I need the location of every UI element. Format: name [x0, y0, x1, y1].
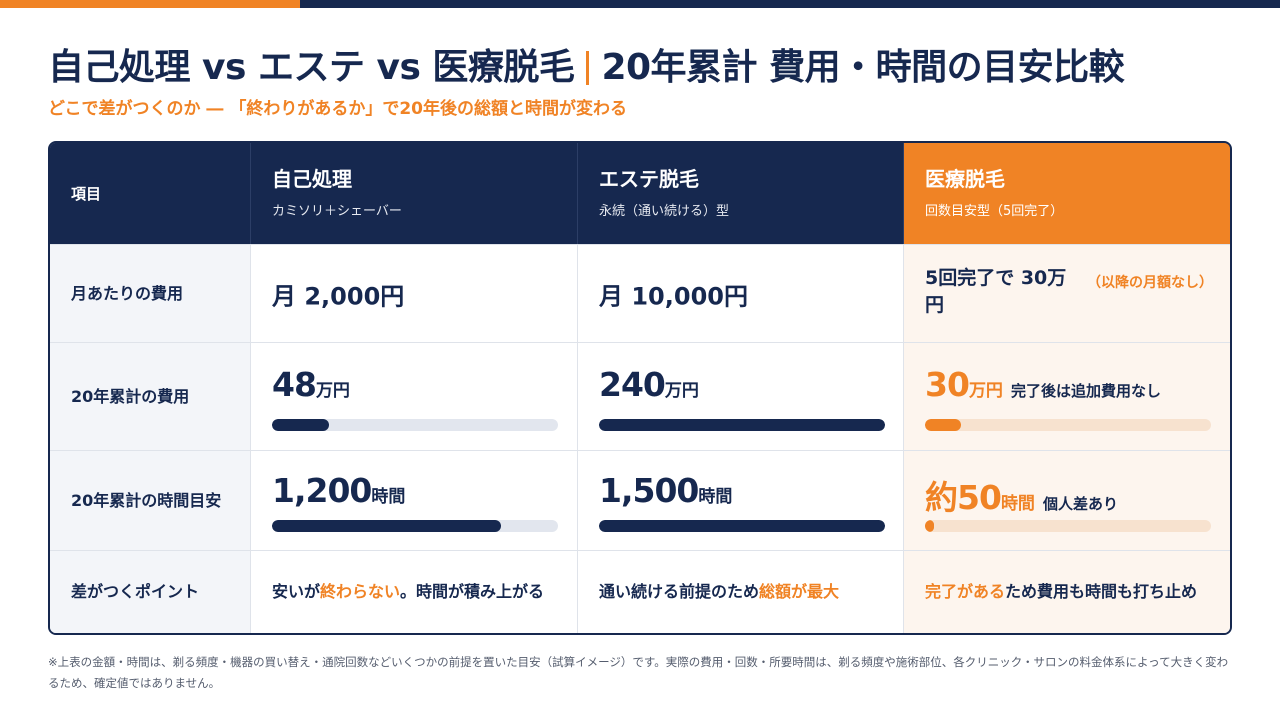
title-right: 20年累計 費用・時間の目安比較 [601, 47, 1125, 88]
cost20-medical-unit: 万円 [968, 381, 1003, 401]
point-self-cell: 安いが終わらない。時間が積み上がる [251, 551, 578, 633]
point-esthe-pre: 通い続ける前提のため [599, 582, 760, 601]
cost20-esthe-unit: 万円 [664, 381, 699, 401]
monthly-self-value: 月 2,000円 [272, 282, 405, 310]
time20-medical-cell: 約50時間 個人差あり [904, 451, 1230, 550]
header-self-cell: 自己処理 カミソリ＋シェーバー [251, 143, 578, 244]
monthly-esthe-value: 月 10,000円 [599, 282, 748, 310]
point-medical-text: 完了があるため費用も時間も打ち止め [925, 579, 1214, 605]
point-esthe-text: 通い続ける前提のため総額が最大 [599, 579, 887, 605]
cost20-medical-cell: 30万円 完了後は追加費用なし [904, 343, 1230, 450]
title-left: 自己処理 vs エステ vs 医療脱毛 [48, 47, 575, 88]
cost20-esthe-value: 240万円 [599, 365, 699, 404]
comparison-table: 項目 自己処理 カミソリ＋シェーバー エステ脱毛 永続（通い続ける）型 医療脱毛… [48, 141, 1232, 635]
point-self-highlight: 終わらない [320, 582, 401, 601]
cost20-self-cell: 48万円 [251, 343, 578, 450]
cost20-medical-bar-track [925, 419, 1211, 431]
header-self-title: 自己処理 [272, 167, 352, 191]
row-label-point: 差がつくポイント [71, 582, 200, 601]
point-esthe-highlight: 総額が最大 [759, 582, 840, 601]
point-medical-post: ため費用も時間も打ち止め [1005, 582, 1198, 601]
time20-self-value: 1,200時間 [272, 471, 405, 510]
monthly-medical-value: 5回完了で 30万円 [925, 267, 1067, 316]
header-esthe-subtitle: 永続（通い続ける）型 [599, 204, 730, 219]
cost20-medical-number: 30 [925, 365, 970, 404]
cost20-esthe-bar [599, 419, 885, 431]
cost20-self-unit: 万円 [315, 381, 350, 401]
time20-medical-bar-track [925, 520, 1211, 532]
footnote: ※上表の金額・時間は、剃る頻度・機器の買い替え・通院回数などいくつかの前提を置い… [48, 655, 1229, 690]
time20-esthe-cell: 1,500時間 [578, 451, 904, 550]
header-self-subtitle: カミソリ＋シェーバー [272, 204, 402, 219]
time20-esthe-value: 1,500時間 [599, 471, 732, 510]
monthly-self-cell: 月 2,000円 [251, 245, 578, 342]
row-label-cell: 20年累計の時間目安 [50, 451, 251, 550]
header-medical-subtitle: 回数目安型（5回完了） [925, 204, 1064, 219]
title-divider [586, 51, 590, 85]
table-row-time20: 20年累計の時間目安 1,200時間 1,500時間 約50時間 個人差あり [50, 450, 1230, 550]
row-label-cell: 差がつくポイント [50, 551, 251, 633]
cost20-self-bar-track [272, 419, 558, 431]
time20-self-cell: 1,200時間 [251, 451, 578, 550]
time20-self-bar-track [272, 520, 558, 532]
page-subtitle: どこで差がつくのか ― 「終わりがあるか」で20年後の総額と時間が変わる [48, 99, 627, 119]
time20-esthe-unit: 時間 [698, 487, 733, 507]
time20-self-bar [272, 520, 501, 532]
header-medical-cell: 医療脱毛 回数目安型（5回完了） [904, 143, 1230, 244]
time20-medical-prefix: 約 [925, 478, 958, 517]
top-accent-bar [0, 0, 1280, 8]
top-accent-orange [0, 0, 300, 8]
cost20-esthe-bar-track [599, 419, 885, 431]
row-label-monthly: 月あたりの費用 [71, 283, 184, 303]
cost20-esthe-number: 240 [599, 365, 666, 404]
time20-esthe-number: 1,500 [599, 471, 699, 510]
cost20-esthe-cell: 240万円 [578, 343, 904, 450]
time20-medical-note: 個人差あり [1042, 495, 1118, 513]
point-self-pre: 安いが [272, 582, 321, 601]
cost20-self-number: 48 [272, 365, 317, 404]
page-title: 自己処理 vs エステ vs 医療脱毛 20年累計 費用・時間の目安比較 [48, 38, 1125, 90]
cost20-medical-bar [925, 419, 961, 431]
table-row-cost20: 20年累計の費用 48万円 240万円 30万円 完了後は追加費用なし [50, 342, 1230, 450]
header-esthe-cell: エステ脱毛 永続（通い続ける）型 [578, 143, 904, 244]
point-medical-highlight: 完了がある [925, 582, 1006, 601]
table-row-point: 差がつくポイント 安いが終わらない。時間が積み上がる 通い続ける前提のため総額が… [50, 550, 1230, 633]
time20-self-unit: 時間 [371, 487, 406, 507]
table-header-row: 項目 自己処理 カミソリ＋シェーバー エステ脱毛 永続（通い続ける）型 医療脱毛… [50, 143, 1230, 244]
row-label-cell: 20年累計の費用 [50, 343, 251, 450]
time20-esthe-bar [599, 520, 885, 532]
row-label-time20: 20年累計の時間目安 [71, 490, 222, 510]
header-medical-title: 医療脱毛 [925, 167, 1005, 191]
header-item-cell: 項目 [50, 143, 251, 244]
point-self-text: 安いが終わらない。時間が積み上がる [272, 579, 561, 605]
time20-self-number: 1,200 [272, 471, 372, 510]
table-row-monthly: 月あたりの費用 月 2,000円 月 10,000円 5回完了で 30万円 （以… [50, 244, 1230, 342]
row-label-cost20: 20年累計の費用 [71, 386, 190, 406]
point-self-post: 。時間が積み上がる [400, 582, 545, 601]
time20-esthe-bar-track [599, 520, 885, 532]
header-item-label: 項目 [71, 185, 102, 203]
cost20-medical-note: 完了後は追加費用なし [1010, 382, 1161, 400]
monthly-medical-cell: 5回完了で 30万円 （以降の月額なし） [904, 245, 1230, 342]
monthly-medical-note: （以降の月額なし） [1087, 275, 1213, 291]
cost20-self-bar [272, 419, 330, 431]
header-esthe-title: エステ脱毛 [599, 167, 699, 191]
row-label-cell: 月あたりの費用 [50, 245, 251, 342]
point-medical-cell: 完了があるため費用も時間も打ち止め [904, 551, 1230, 633]
monthly-esthe-cell: 月 10,000円 [578, 245, 904, 342]
cost20-self-value: 48万円 [272, 365, 350, 404]
point-esthe-cell: 通い続ける前提のため総額が最大 [578, 551, 904, 633]
time20-medical-unit: 時間 [1000, 494, 1035, 514]
time20-medical-value: 約50時間 個人差あり [925, 471, 1118, 519]
time20-medical-bar [925, 520, 935, 532]
cost20-medical-value: 30万円 完了後は追加費用なし [925, 365, 1161, 404]
time20-medical-number: 50 [957, 478, 1002, 517]
